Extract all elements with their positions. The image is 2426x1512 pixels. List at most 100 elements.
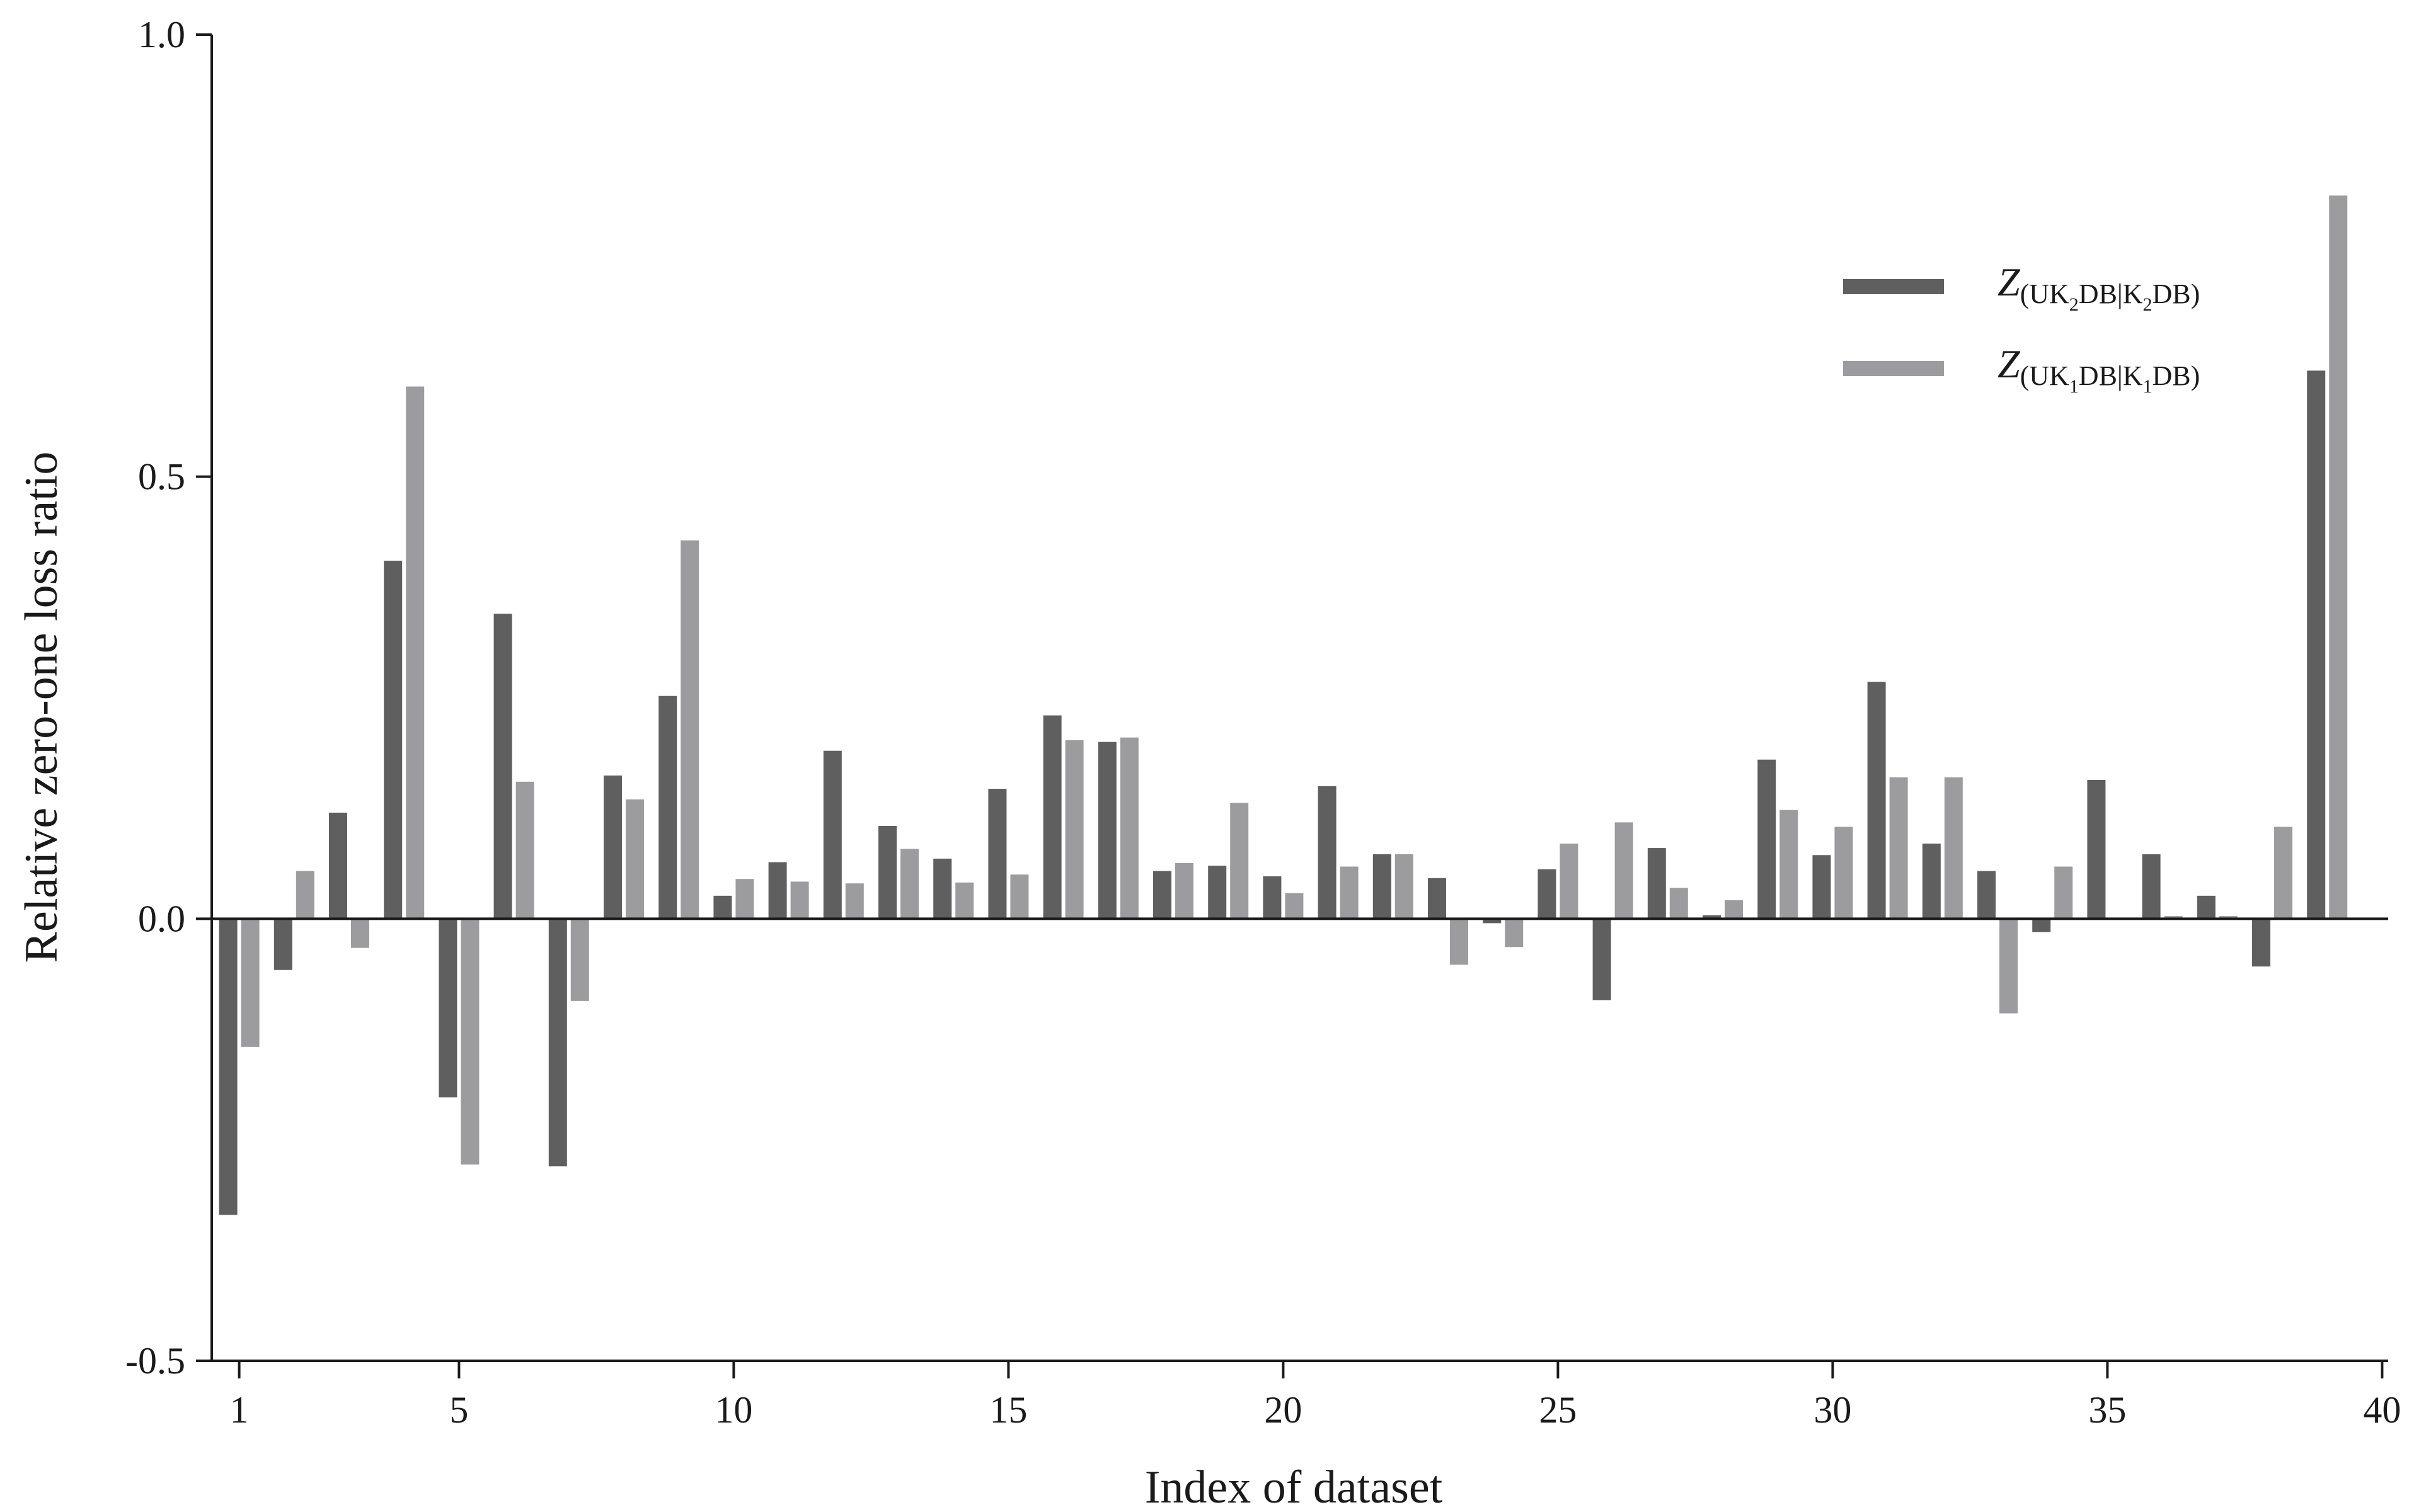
bar-series1-dataset-25 xyxy=(1538,869,1556,919)
bar-series2-dataset-25 xyxy=(1560,844,1578,919)
x-tick-label: 30 xyxy=(1814,1389,1851,1431)
bar-series2-dataset-8 xyxy=(626,799,644,919)
bar-series2-dataset-32 xyxy=(1944,777,1963,919)
bar-series2-dataset-2 xyxy=(296,871,314,919)
bar-series1-dataset-31 xyxy=(1867,682,1886,919)
bar-series1-dataset-6 xyxy=(493,614,512,919)
x-tick-label: 40 xyxy=(2363,1389,2401,1431)
legend: Z(UK2DB|K2DB) Z(UK1DB|K1DB) xyxy=(1843,260,2200,397)
bar-series2-dataset-15 xyxy=(1010,874,1029,919)
bar-series1-dataset-30 xyxy=(1812,855,1831,919)
bar-series1-dataset-27 xyxy=(1647,848,1666,919)
bar-series1-dataset-22 xyxy=(1372,854,1391,919)
bar-series1-dataset-36 xyxy=(2142,854,2161,919)
bar-series1-dataset-3 xyxy=(329,812,347,919)
bar-series2-dataset-13 xyxy=(900,849,919,919)
bar-series1-dataset-7 xyxy=(548,919,567,1167)
bar-series2-dataset-18 xyxy=(1175,862,1193,919)
bar-series1-dataset-34 xyxy=(2032,919,2051,932)
bar-series2-dataset-24 xyxy=(1505,919,1524,948)
y-tick-label: 0.5 xyxy=(138,456,185,498)
bar-series1-dataset-17 xyxy=(1098,742,1117,919)
bar-series2-dataset-14 xyxy=(955,882,974,919)
bar-series1-dataset-13 xyxy=(878,825,897,919)
bar-series1-dataset-5 xyxy=(439,919,457,1097)
bar-series2-dataset-38 xyxy=(2274,827,2292,919)
bar-series2-dataset-39 xyxy=(2329,195,2348,919)
bar-series2-dataset-1 xyxy=(241,919,260,1047)
bar-series2-dataset-31 xyxy=(1889,777,1908,919)
x-tick-label: 5 xyxy=(449,1389,468,1431)
bar-series1-dataset-32 xyxy=(1922,844,1941,919)
bar-series1-dataset-15 xyxy=(988,789,1007,919)
bar-series1-dataset-1 xyxy=(219,919,238,1215)
bar-series1-dataset-14 xyxy=(933,858,952,919)
bar-series2-dataset-9 xyxy=(681,540,699,919)
bar-series1-dataset-35 xyxy=(2087,780,2106,919)
bar-series1-dataset-2 xyxy=(273,919,292,970)
bar-series2-dataset-37 xyxy=(2219,916,2238,919)
bar-series2-dataset-7 xyxy=(570,919,589,1001)
bar-series2-dataset-28 xyxy=(1725,900,1743,919)
x-tick-label: 1 xyxy=(230,1389,249,1431)
bar-series2-dataset-11 xyxy=(790,881,809,919)
bar-series1-dataset-24 xyxy=(1483,919,1502,924)
bar-series1-dataset-12 xyxy=(823,750,842,919)
bar-series1-dataset-21 xyxy=(1318,786,1337,919)
axes-group: -0.50.00.51.01 5 10 15 20 25 30 35 40 xyxy=(125,14,2401,1431)
bar-series2-dataset-29 xyxy=(1779,810,1798,919)
legend-swatch-series1 xyxy=(1843,279,1944,294)
bar-series1-dataset-18 xyxy=(1153,871,1171,919)
y-tick-label: 1.0 xyxy=(138,14,185,55)
bar-series2-dataset-26 xyxy=(1614,822,1633,919)
y-axis-title: Relative zero-one loss ratio xyxy=(16,452,67,963)
bar-series2-dataset-30 xyxy=(1834,827,1853,919)
legend-label-series1: Z(UK2DB|K2DB) xyxy=(1998,260,2200,315)
bar-series1-dataset-4 xyxy=(384,560,403,919)
bar-series1-dataset-29 xyxy=(1757,759,1776,919)
bar-series1-dataset-19 xyxy=(1208,866,1227,919)
bar-series2-dataset-6 xyxy=(515,781,534,919)
bar-series2-dataset-22 xyxy=(1394,854,1413,919)
bars-group xyxy=(219,195,2348,1215)
x-tick-label: 35 xyxy=(2088,1389,2126,1431)
bar-series1-dataset-28 xyxy=(1703,915,1721,919)
bar-series1-dataset-26 xyxy=(1592,919,1611,1000)
bar-series2-dataset-12 xyxy=(845,883,864,919)
legend-swatch-series2 xyxy=(1843,361,1944,376)
bar-series2-dataset-3 xyxy=(351,919,369,948)
bar-series2-dataset-23 xyxy=(1450,919,1468,965)
x-tick-label: 25 xyxy=(1539,1389,1577,1431)
bar-series1-dataset-8 xyxy=(604,775,622,919)
bar-series1-dataset-10 xyxy=(713,895,732,919)
bar-series1-dataset-37 xyxy=(2197,895,2216,919)
bar-series1-dataset-39 xyxy=(2307,370,2326,919)
bar-series2-dataset-10 xyxy=(735,879,754,919)
bar-series2-dataset-5 xyxy=(461,919,480,1165)
x-axis-title: Index of dataset xyxy=(1145,1462,1443,1512)
legend-label-series2: Z(UK1DB|K1DB) xyxy=(1998,341,2200,397)
bar-series1-dataset-33 xyxy=(1977,871,1996,919)
bar-series1-dataset-20 xyxy=(1263,876,1282,919)
bar-series1-dataset-38 xyxy=(2252,919,2270,967)
y-tick-label: 0.0 xyxy=(138,898,185,939)
x-tick-label: 10 xyxy=(715,1389,752,1431)
bar-series2-dataset-16 xyxy=(1065,740,1084,919)
bar-series2-dataset-36 xyxy=(2164,916,2183,919)
bar-series2-dataset-4 xyxy=(406,386,425,919)
bar-series1-dataset-9 xyxy=(658,696,677,919)
bar-series1-dataset-23 xyxy=(1428,878,1446,919)
bar-series2-dataset-19 xyxy=(1230,803,1249,919)
bar-series1-dataset-11 xyxy=(768,862,787,919)
y-tick-label: -0.5 xyxy=(125,1340,185,1382)
bar-series2-dataset-20 xyxy=(1285,893,1304,919)
bar-series1-dataset-16 xyxy=(1043,715,1062,919)
bar-series2-dataset-17 xyxy=(1120,737,1139,919)
x-tick-label: 20 xyxy=(1264,1389,1302,1431)
bar-series2-dataset-21 xyxy=(1340,866,1359,919)
bar-series2-dataset-33 xyxy=(1999,919,2018,1014)
bar-series2-dataset-34 xyxy=(2054,866,2073,919)
bar-series2-dataset-27 xyxy=(1669,888,1688,919)
x-tick-label: 15 xyxy=(989,1389,1027,1431)
